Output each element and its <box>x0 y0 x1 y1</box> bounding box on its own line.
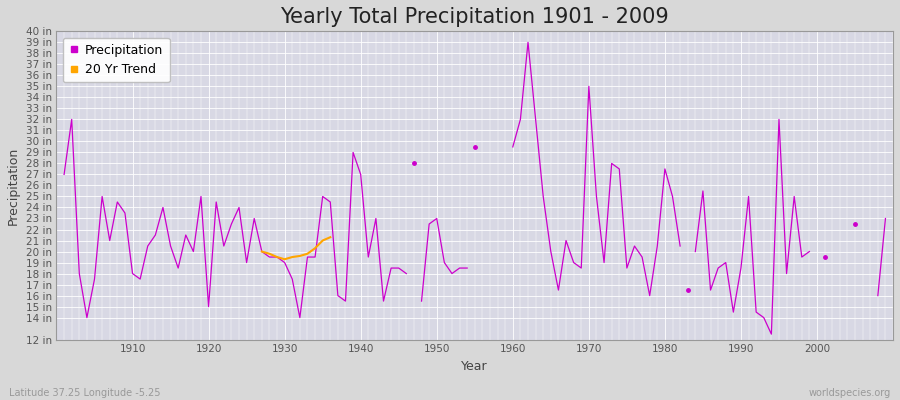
Title: Yearly Total Precipitation 1901 - 2009: Yearly Total Precipitation 1901 - 2009 <box>281 7 669 27</box>
Y-axis label: Precipitation: Precipitation <box>7 146 20 224</box>
Text: worldspecies.org: worldspecies.org <box>809 388 891 398</box>
Legend: Precipitation, 20 Yr Trend: Precipitation, 20 Yr Trend <box>63 38 170 82</box>
X-axis label: Year: Year <box>462 360 488 373</box>
Text: Latitude 37.25 Longitude -5.25: Latitude 37.25 Longitude -5.25 <box>9 388 160 398</box>
